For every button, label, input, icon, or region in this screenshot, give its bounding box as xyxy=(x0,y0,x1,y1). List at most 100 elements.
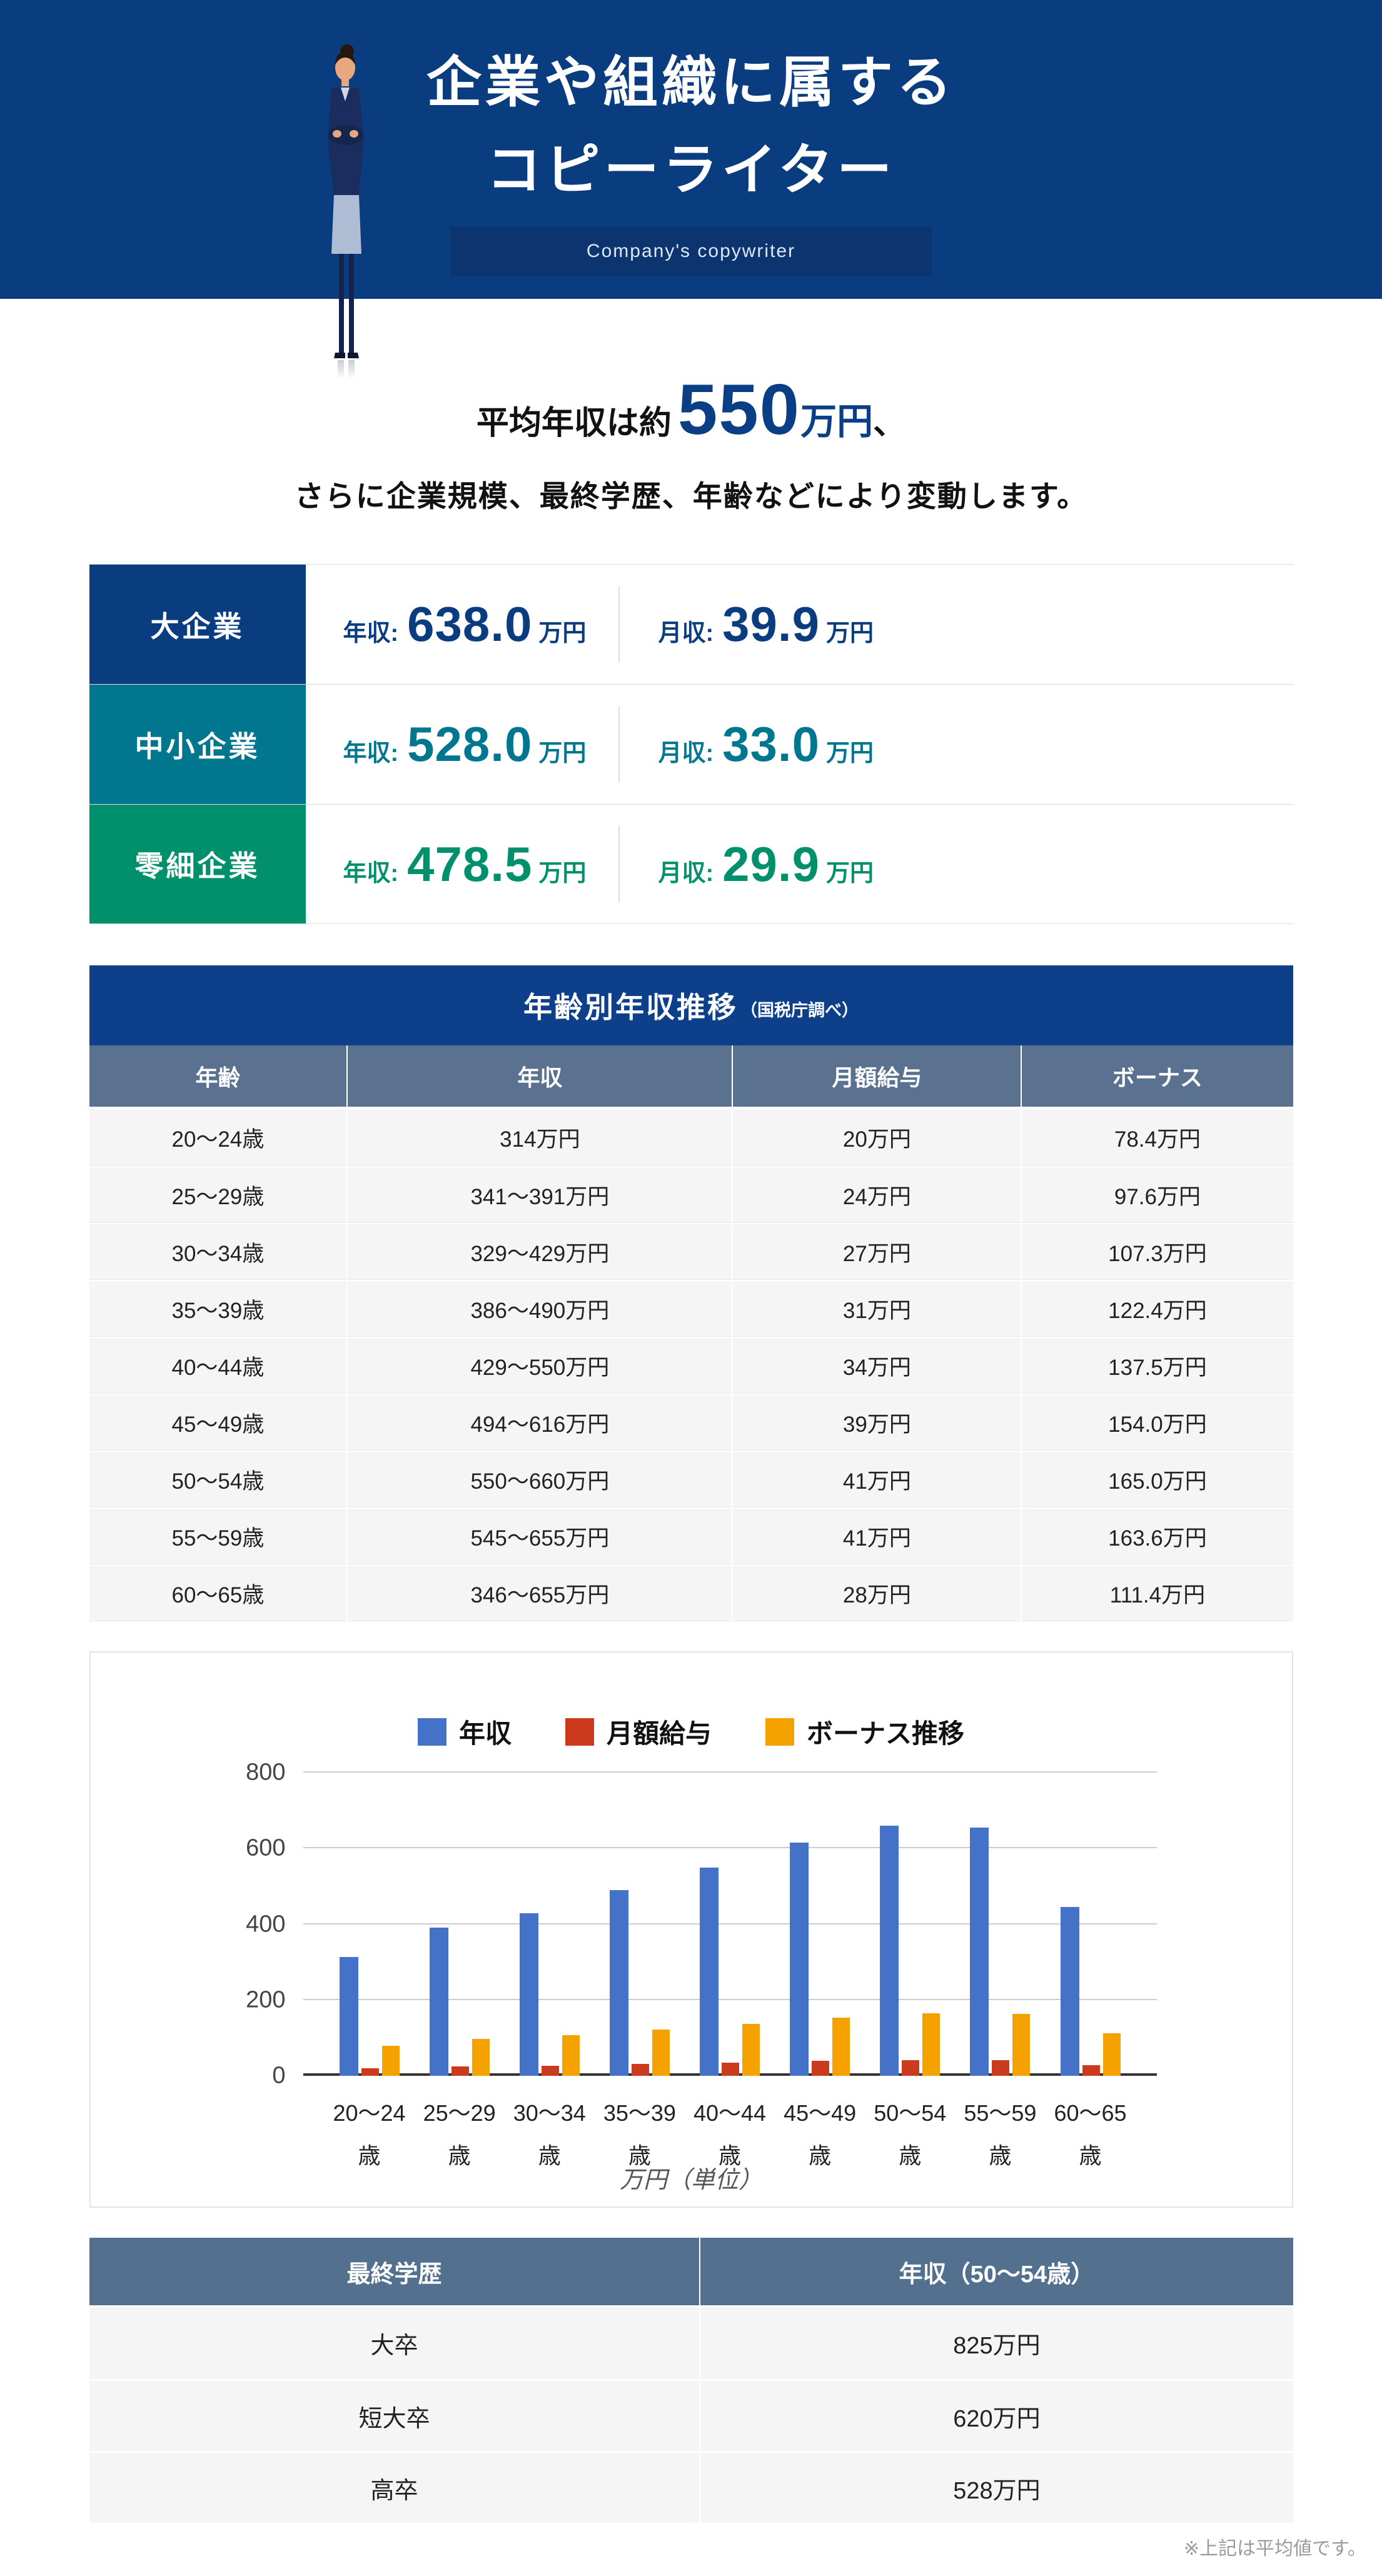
x-tick-label: 40〜44 歳 xyxy=(693,2100,767,2169)
table-cell: 27万円 xyxy=(733,1224,1022,1280)
table-cell: 35〜39歳 xyxy=(89,1281,348,1337)
bar-ボーナス推移 xyxy=(562,2035,580,2076)
table-cell: 111.4万円 xyxy=(1109,1583,1206,1607)
table-cell: 25〜29歳 xyxy=(89,1167,348,1223)
y-tick-label: 0 xyxy=(272,2062,286,2089)
x-tick-label: 60〜65 歳 xyxy=(1054,2100,1127,2169)
x-tick-label: 20〜24 歳 xyxy=(333,2100,406,2169)
annual-label: 年収: xyxy=(343,860,399,887)
bar-月額給与 xyxy=(361,2068,379,2076)
table-row: 高卒 528万円 xyxy=(89,2451,1293,2523)
company-label: 零細企業 xyxy=(89,805,306,923)
x-axis-title: 万円（単位） xyxy=(619,2167,762,2193)
company-row-large: 大企業 年収: 638.0 万円 月収: 39.9 万円 xyxy=(89,564,1293,684)
monthly-unit: 万円 xyxy=(825,740,874,767)
table-cell: 550〜660万円 xyxy=(348,1452,734,1507)
table-row: 35〜39歳 386〜490万円 31万円 122.4万円 xyxy=(89,1280,1293,1337)
divider xyxy=(618,826,620,902)
x-tick-label: 25〜29 歳 xyxy=(423,2100,496,2169)
bar-group: 55〜59 歳 xyxy=(964,1743,1036,2168)
monthly-unit: 万円 xyxy=(825,620,874,647)
company-values: 年収: 478.5 万円 月収: 29.9 万円 xyxy=(306,805,1293,923)
monthly-unit: 万円 xyxy=(825,860,874,887)
annual-label: 年収: xyxy=(343,620,399,647)
table-cell: 137.5万円 xyxy=(1108,1356,1207,1380)
bar-group: 35〜39 歳 xyxy=(603,1743,676,2168)
annual-value: 478.5 xyxy=(407,836,533,892)
age-table-title-text: 年齢別年収推移 xyxy=(523,991,738,1024)
table-row: 60〜65歳 346〜655万円 28万円 111.4万円 xyxy=(89,1564,1293,1621)
table-row: 大卒 825万円 xyxy=(89,2307,1293,2379)
bar-年収 xyxy=(519,1913,538,2076)
average-salary-value: 550 xyxy=(677,370,801,450)
column-header-bonus: ボーナス xyxy=(1112,1065,1203,1090)
table-cell: 78.4万円 xyxy=(1114,1127,1201,1152)
table-cell: 528万円 xyxy=(953,2477,1041,2504)
monthly-value: 39.9 xyxy=(722,596,820,652)
bar-月額給与 xyxy=(722,2063,739,2076)
age-table-title: 年齢別年収推移 （国税庁調べ） xyxy=(89,965,1293,1045)
bar-group: 30〜34 歳 xyxy=(513,1743,586,2168)
y-tick-label: 800 xyxy=(246,1759,286,1786)
company-values: 年収: 638.0 万円 月収: 39.9 万円 xyxy=(306,565,1293,684)
annual-income: 年収: 478.5 万円 xyxy=(306,836,618,893)
bar-groups: 20〜24 歳 25〜29 歳 30〜34 歳 35〜39 歳 40〜44 歳 45〜49 歳 50〜5… xyxy=(303,1743,1157,2168)
legend-item-monthly: 月額給与 xyxy=(565,1713,712,1751)
column-header-income: 年収（50〜54歳） xyxy=(899,2261,1095,2288)
gridline xyxy=(303,1771,1157,1773)
table-cell: 短大卒 xyxy=(89,2381,701,2451)
age-table-title-note: （国税庁調べ） xyxy=(740,1000,859,1020)
gridline xyxy=(303,1847,1157,1848)
chart-legend: 年収 月額給与 ボーナス推移 xyxy=(91,1713,1292,1751)
column-header-education: 最終学歴 xyxy=(89,2238,701,2305)
table-cell: 620万円 xyxy=(953,2405,1041,2432)
y-tick-label: 200 xyxy=(246,1986,286,2013)
column-header-monthly: 月額給与 xyxy=(733,1045,1022,1107)
chart-plot: 0 200 400 600 800 20〜24 歳 25〜29 歳 30〜34 歳 35〜39 歳 40〜… xyxy=(246,1743,1157,2168)
legend-item-bonus: ボーナス推移 xyxy=(765,1713,964,1751)
column-header-annual: 年収 xyxy=(348,1045,734,1107)
bar-ボーナス推移 xyxy=(742,2024,760,2076)
legend-label: 月額給与 xyxy=(606,1719,712,1748)
table-cell: 825万円 xyxy=(953,2333,1041,2359)
company-label: 大企業 xyxy=(89,565,306,684)
comma: 、 xyxy=(873,405,906,441)
x-tick-label: 55〜59 歳 xyxy=(964,2100,1037,2169)
legend-item-annual: 年収 xyxy=(417,1713,512,1751)
bar-group: 45〜49 歳 xyxy=(784,1743,856,2168)
bar-ボーナス推移 xyxy=(652,2030,670,2076)
table-cell: 30〜34歳 xyxy=(89,1224,348,1280)
table-row: 55〜59歳 545〜655万円 41万円 163.6万円 xyxy=(89,1507,1293,1564)
bar-ボーナス推移 xyxy=(922,2013,941,2076)
bar-月額給与 xyxy=(812,2061,830,2076)
table-cell: 163.6万円 xyxy=(1108,1526,1207,1551)
table-cell: 329〜429万円 xyxy=(348,1224,734,1280)
company-size-section: 大企業 年収: 638.0 万円 月収: 39.9 万円 中小企業 年収: xyxy=(89,564,1293,924)
age-income-table: 年齢別年収推移 （国税庁調べ） 年齢 年収 月額給与 ボーナス 20〜24歳 31… xyxy=(89,965,1293,1621)
legend-label: 年収 xyxy=(458,1719,512,1748)
table-cell: 341〜391万円 xyxy=(348,1167,734,1223)
bar-group: 40〜44 歳 xyxy=(694,1743,766,2168)
table-cell: 41万円 xyxy=(733,1509,1022,1564)
x-tick-label: 30〜34 歳 xyxy=(513,2100,586,2169)
header-banner: 企業や組織に属する コピーライター Company's copywriter xyxy=(0,0,1382,379)
table-cell: 386〜490万円 xyxy=(348,1281,734,1337)
bar-月額給与 xyxy=(451,2066,469,2076)
annual-value: 528.0 xyxy=(407,717,533,772)
bar-group: 60〜65 歳 xyxy=(1054,1743,1127,2168)
age-table-body: 20〜24歳 314万円 20万円 78.4万円 25〜29歳 341〜391万円 24万円… xyxy=(89,1109,1293,1621)
table-cell: 34万円 xyxy=(733,1338,1022,1394)
bar-group: 20〜24 歳 xyxy=(333,1743,406,2168)
annual-unit: 万円 xyxy=(538,740,587,767)
annual-label: 年収: xyxy=(343,740,399,767)
table-cell: 20万円 xyxy=(733,1109,1022,1166)
page-subtitle: Company's copywriter xyxy=(586,241,796,261)
bar-年収 xyxy=(970,1828,989,2076)
bar-月額給与 xyxy=(541,2066,559,2076)
table-cell: 154.0万円 xyxy=(1108,1412,1207,1437)
bar-年収 xyxy=(700,1868,719,2076)
page-title-line2: コピーライター xyxy=(486,139,896,201)
x-tick-label: 50〜54 歳 xyxy=(874,2100,947,2169)
gridline xyxy=(303,1999,1157,2000)
